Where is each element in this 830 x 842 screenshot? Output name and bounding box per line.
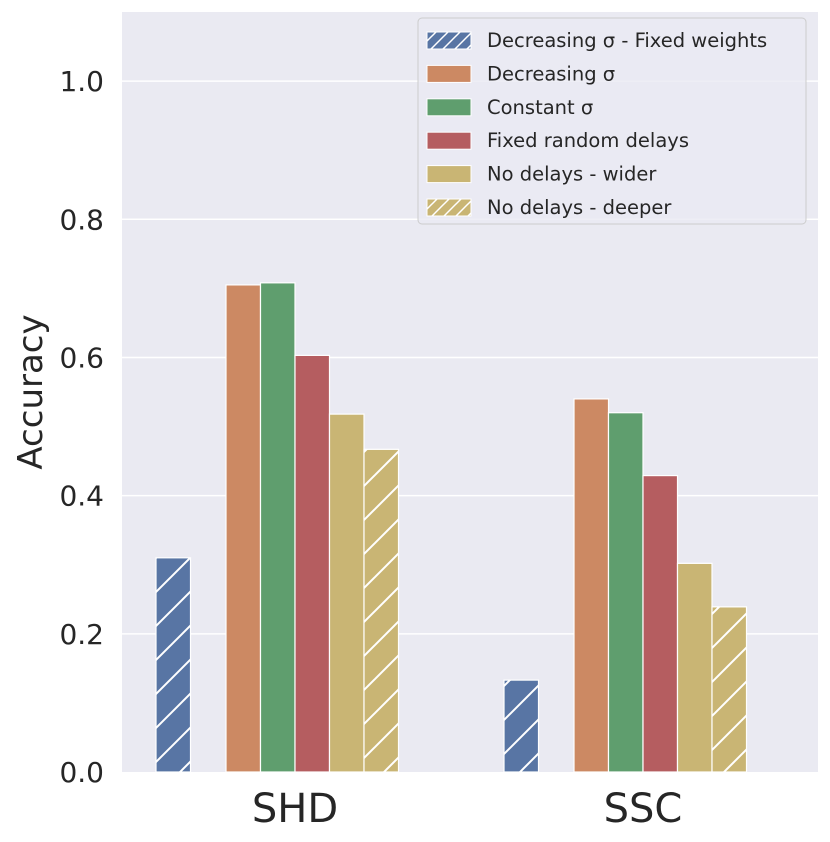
- bar-ssc-series-4: [676, 562, 713, 773]
- bar-ssc-series-3: [642, 475, 679, 773]
- y-tick-label: 0.2: [59, 618, 104, 651]
- legend-frame: [417, 17, 807, 225]
- bar-shd-series-1: [225, 284, 262, 773]
- bar-hatch-ssc-series-5: [712, 606, 747, 772]
- bar-hatch-shd-series-0: [156, 557, 191, 772]
- legend-swatch-4: [426, 165, 472, 184]
- legend-swatch-3: [426, 131, 472, 150]
- bar-ssc-series-2: [607, 412, 644, 773]
- y-tick-label: 0.4: [59, 480, 104, 513]
- legend-swatch-2: [426, 98, 472, 117]
- legend-entry-4: No delays - wider: [487, 163, 657, 186]
- legend-entry-2: Constant σ: [487, 96, 593, 119]
- legend-swatch-hatch-0: [427, 32, 471, 49]
- x-axis-ticks: SHD SSC: [252, 786, 683, 832]
- bars-group: [155, 282, 748, 773]
- bar-hatch-ssc-series-0: [504, 680, 539, 772]
- legend-entry-3: Fixed random delays: [487, 129, 689, 152]
- y-tick-label: 0.6: [59, 341, 104, 374]
- legend-entry-0: Decreasing σ - Fixed weights: [487, 29, 767, 52]
- y-tick-label: 0.0: [59, 756, 104, 789]
- y-axis-label: Accuracy: [11, 314, 51, 469]
- y-tick-label: 0.8: [59, 203, 104, 236]
- legend-entry-1: Decreasing σ: [487, 62, 615, 85]
- legend: Decreasing σ - Fixed weights Decreasing σ…: [417, 17, 807, 225]
- bar-shd-series-4: [328, 413, 365, 773]
- x-tick-label-shd: SHD: [252, 786, 338, 832]
- legend-swatch-1: [426, 64, 472, 83]
- bar-shd-series-2: [259, 282, 296, 773]
- y-axis-ticks: 0.0 0.2 0.4 0.6 0.8 1.0: [59, 65, 104, 789]
- bar-shd-series-3: [294, 354, 331, 773]
- x-tick-label-ssc: SSC: [604, 786, 683, 832]
- bar-hatch-shd-series-5: [364, 449, 399, 772]
- y-tick-label: 1.0: [59, 65, 104, 98]
- legend-swatch-hatch-5: [427, 199, 471, 216]
- bar-ssc-series-1: [573, 398, 610, 773]
- legend-entry-5: No delays - deeper: [487, 196, 672, 219]
